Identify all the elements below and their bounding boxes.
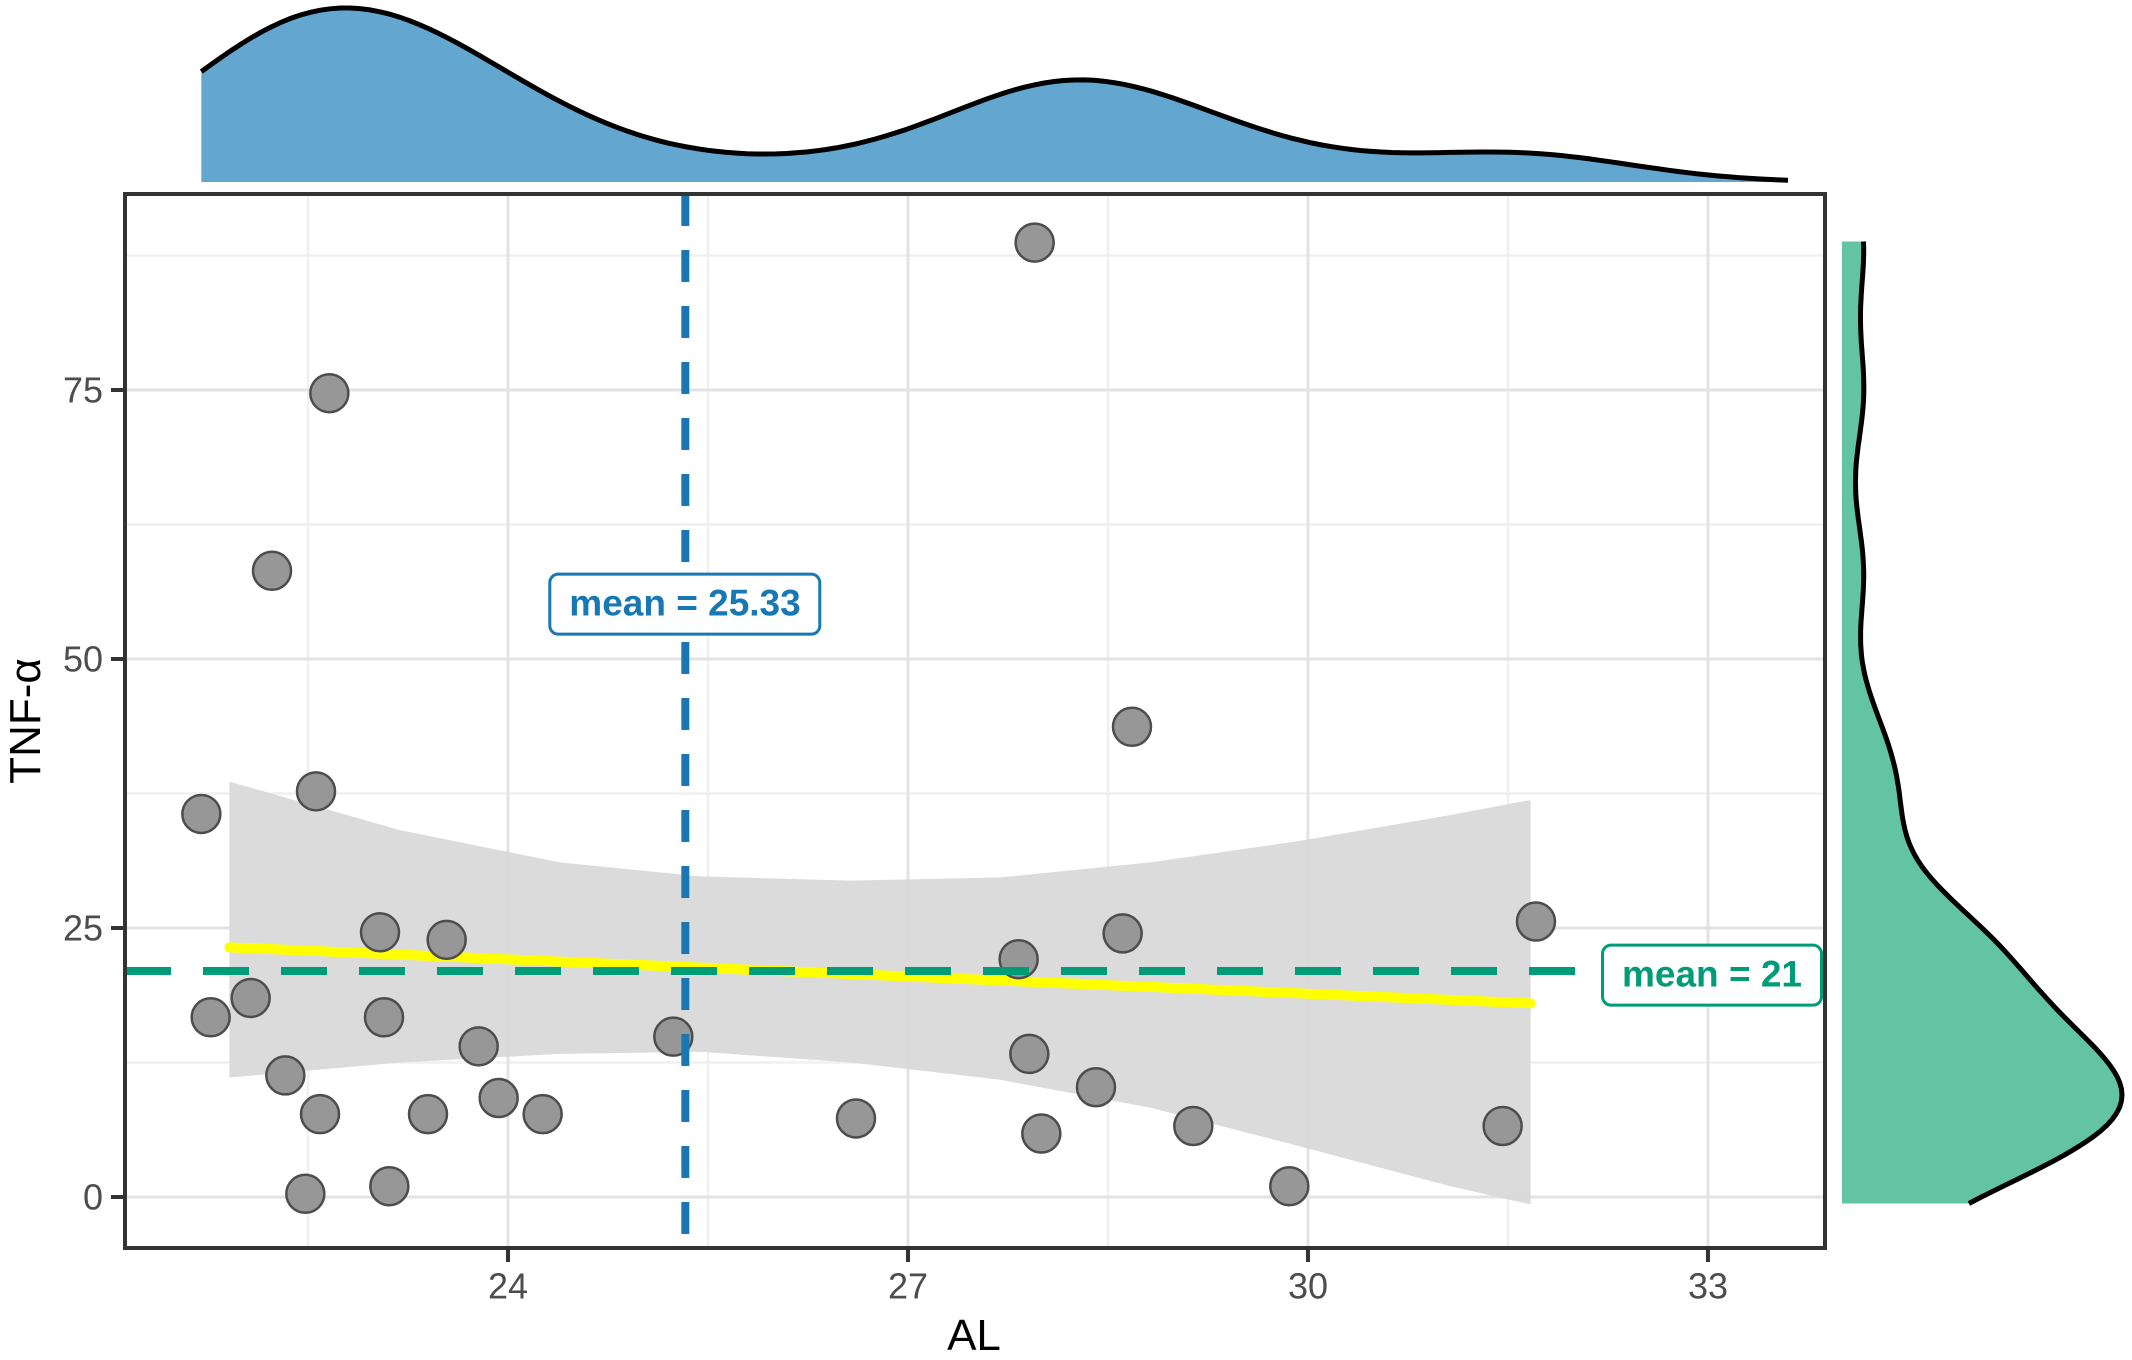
data-point bbox=[1009, 1033, 1050, 1075]
x-axis-title: AL bbox=[947, 1311, 1001, 1360]
data-point bbox=[230, 977, 271, 1019]
confidence-band bbox=[229, 781, 1531, 1205]
x-tick-label: 30 bbox=[1288, 1266, 1328, 1307]
mean-y-annotation: mean = 21 bbox=[1601, 943, 1823, 1007]
data-point bbox=[1515, 901, 1557, 942]
panel-border bbox=[123, 192, 1827, 1250]
data-point bbox=[265, 1055, 306, 1096]
data-point bbox=[285, 1173, 326, 1215]
panel-background bbox=[125, 194, 1825, 1248]
scatter-points bbox=[181, 222, 1557, 1215]
data-point bbox=[1482, 1105, 1523, 1147]
top-density-area bbox=[201, 8, 1788, 182]
data-point bbox=[1269, 1165, 1310, 1207]
y-tick-label: 75 bbox=[63, 370, 103, 411]
data-point bbox=[190, 997, 231, 1038]
data-point bbox=[369, 1165, 410, 1207]
data-point bbox=[295, 771, 337, 812]
data-point bbox=[1173, 1105, 1214, 1147]
y-tick-label: 0 bbox=[83, 1177, 103, 1218]
x-tick-label: 27 bbox=[888, 1266, 928, 1307]
data-point bbox=[458, 1026, 499, 1067]
data-point bbox=[181, 793, 222, 835]
y-axis-title: TNF-α bbox=[1, 658, 50, 784]
data-point bbox=[835, 1098, 877, 1139]
y-tick-label: 25 bbox=[63, 908, 103, 949]
mean-x-annotation: mean = 25.33 bbox=[548, 572, 822, 636]
x-tick-label: 24 bbox=[488, 1266, 528, 1307]
x-tick-label: 33 bbox=[1688, 1266, 1728, 1307]
data-point bbox=[299, 1093, 341, 1135]
data-point bbox=[407, 1093, 449, 1135]
data-point bbox=[1021, 1113, 1062, 1154]
data-point bbox=[359, 912, 401, 953]
data-point bbox=[426, 919, 467, 961]
data-point bbox=[1102, 913, 1143, 954]
data-point bbox=[478, 1077, 519, 1119]
data-point bbox=[1075, 1066, 1117, 1108]
data-point bbox=[309, 372, 350, 414]
data-point bbox=[1111, 706, 1153, 748]
data-point bbox=[522, 1093, 563, 1135]
data-point bbox=[251, 550, 293, 592]
right-density-outline bbox=[1852, 241, 2125, 1206]
data-point bbox=[363, 997, 405, 1038]
data-point bbox=[1014, 222, 1055, 263]
y-tick-label: 50 bbox=[63, 639, 103, 680]
top-density-outline bbox=[199, 5, 1789, 183]
right-density-area bbox=[1842, 241, 2122, 1204]
